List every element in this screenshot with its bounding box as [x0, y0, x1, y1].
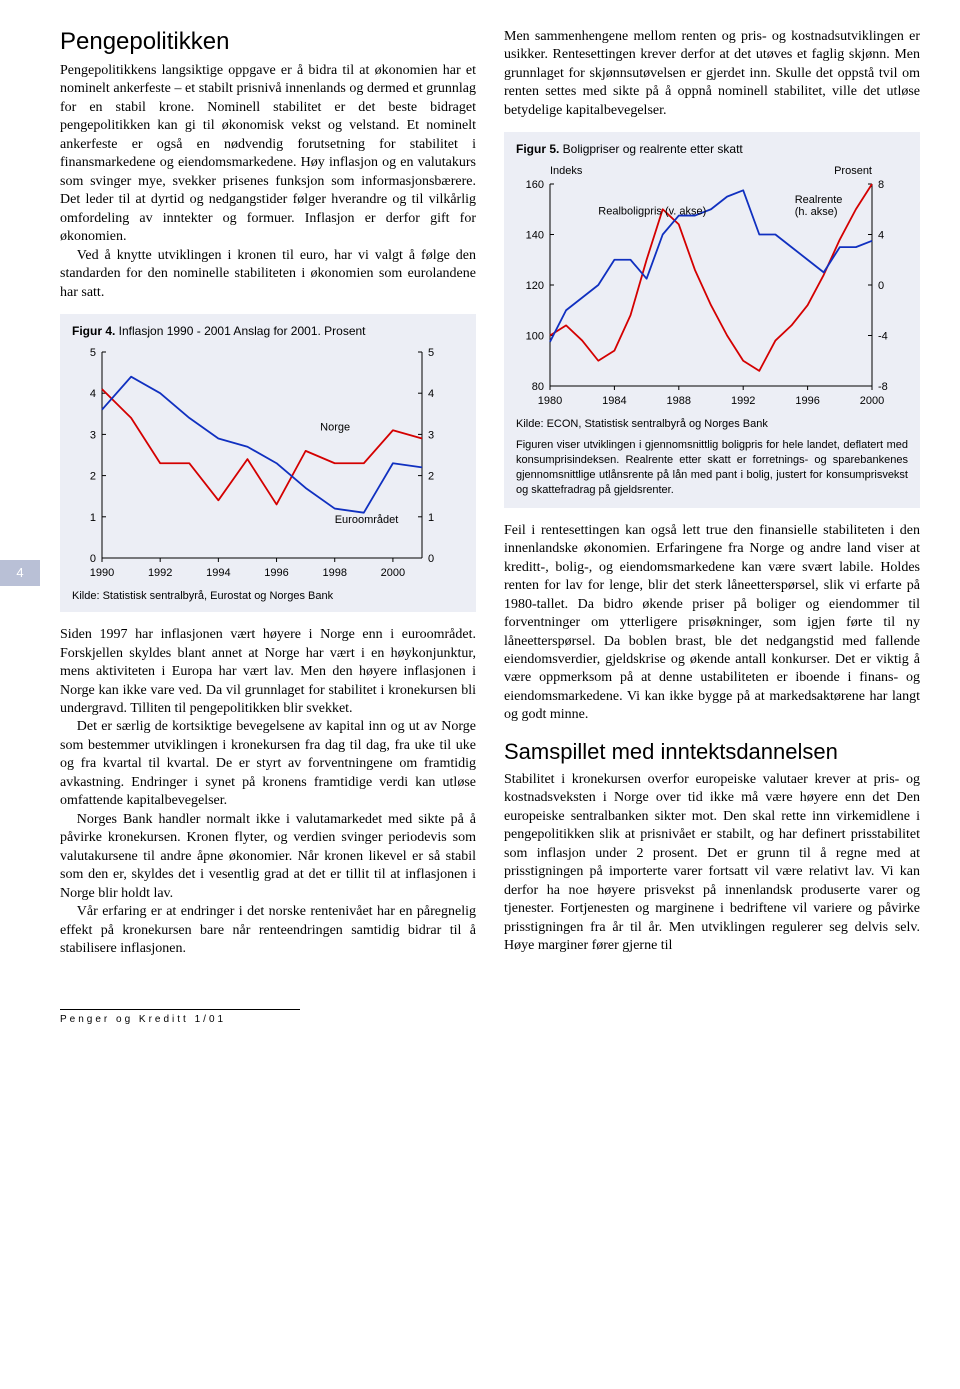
figure-5-chart: Indeks Prosent 80 100 120 140 160 -8 -4 0 4 8 1980 19…: [516, 162, 908, 412]
svg-text:-4: -4: [878, 331, 888, 343]
svg-text:1996: 1996: [795, 395, 819, 407]
body-paragraph: Ved å knytte utviklingen i kronen til eu…: [60, 247, 476, 302]
svg-text:1992: 1992: [731, 395, 755, 407]
body-paragraph: Men sammenhengene mellom renten og pris-…: [504, 28, 920, 120]
svg-text:Prosent: Prosent: [834, 165, 872, 177]
svg-text:4: 4: [428, 388, 434, 400]
svg-text:2000: 2000: [860, 395, 884, 407]
svg-text:5: 5: [428, 347, 434, 359]
svg-text:2000: 2000: [381, 567, 405, 579]
body-paragraph: Stabilitet i kronekursen overfor europei…: [504, 771, 920, 956]
svg-text:1980: 1980: [538, 395, 562, 407]
page-footer: Penger og Kreditt 1/01: [60, 1009, 300, 1025]
svg-text:1998: 1998: [322, 567, 346, 579]
svg-text:1992: 1992: [148, 567, 172, 579]
svg-text:1988: 1988: [667, 395, 691, 407]
figure-4-source: Kilde: Statistisk sentralbyrå, Eurostat …: [72, 590, 464, 602]
svg-text:1: 1: [90, 512, 96, 524]
left-column: Pengepolitikken Pengepolitikkens langsik…: [60, 28, 476, 959]
svg-text:Indeks: Indeks: [550, 165, 583, 177]
svg-text:1: 1: [428, 512, 434, 524]
svg-text:2: 2: [90, 471, 96, 483]
body-paragraph: Feil i rentesettingen kan også lett true…: [504, 522, 920, 725]
svg-text:80: 80: [532, 381, 544, 393]
svg-text:Norge: Norge: [320, 421, 350, 433]
svg-text:160: 160: [526, 179, 544, 191]
body-paragraph: Pengepolitikkens langsiktige oppgave er …: [60, 62, 476, 247]
svg-text:100: 100: [526, 331, 544, 343]
page-number-badge: 4: [0, 560, 40, 586]
body-paragraph: Norges Bank handler normalt ikke i valut…: [60, 811, 476, 903]
svg-text:120: 120: [526, 280, 544, 292]
svg-text:4: 4: [878, 230, 884, 242]
section-heading-pengepolitikken: Pengepolitikken: [60, 28, 476, 56]
figure-5-title: Figur 5. Boligpriser og realrente etter …: [516, 142, 908, 156]
right-column: Men sammenhengene mellom renten og pris-…: [504, 28, 920, 959]
section-heading-samspillet: Samspillet med inntektsdannelsen: [504, 739, 920, 765]
svg-text:0: 0: [90, 553, 96, 565]
body-paragraph: Det er særlig de kortsiktige bevegelsene…: [60, 718, 476, 810]
svg-text:0: 0: [878, 280, 884, 292]
svg-text:Euroområdet: Euroområdet: [335, 514, 399, 526]
svg-text:3: 3: [90, 429, 96, 441]
svg-text:-8: -8: [878, 381, 888, 393]
body-paragraph: Vår erfaring er at endringer i det norsk…: [60, 903, 476, 958]
svg-text:1994: 1994: [206, 567, 230, 579]
svg-text:Realboligpris (v. akse): Realboligpris (v. akse): [598, 206, 706, 218]
svg-text:1984: 1984: [602, 395, 626, 407]
svg-text:5: 5: [90, 347, 96, 359]
svg-text:4: 4: [90, 388, 96, 400]
svg-text:1996: 1996: [264, 567, 288, 579]
svg-text:Realrente(h. akse): Realrente(h. akse): [795, 194, 843, 218]
svg-text:140: 140: [526, 230, 544, 242]
figure-5: Figur 5. Boligpriser og realrente etter …: [504, 132, 920, 507]
figure-4: Figur 4. Inflasjon 1990 - 2001 Anslag fo…: [60, 314, 476, 612]
svg-text:8: 8: [878, 179, 884, 191]
svg-text:2: 2: [428, 471, 434, 483]
figure-5-caption: Figuren viser utviklingen i gjennomsnitt…: [516, 438, 908, 497]
two-column-layout: Pengepolitikken Pengepolitikkens langsik…: [60, 28, 920, 959]
figure-4-title: Figur 4. Inflasjon 1990 - 2001 Anslag fo…: [72, 324, 464, 338]
figure-5-source: Kilde: ECON, Statistisk sentralbyrå og N…: [516, 418, 908, 430]
svg-text:3: 3: [428, 429, 434, 441]
svg-text:0: 0: [428, 553, 434, 565]
figure-4-chart: 0 0 1 1 2 2 3 3 4 4 5 5 1990 1992 1994 1996 1998 2000 Norg…: [72, 344, 464, 584]
body-paragraph: Siden 1997 har inflasjonen vært høyere i…: [60, 626, 476, 718]
svg-text:1990: 1990: [90, 567, 114, 579]
